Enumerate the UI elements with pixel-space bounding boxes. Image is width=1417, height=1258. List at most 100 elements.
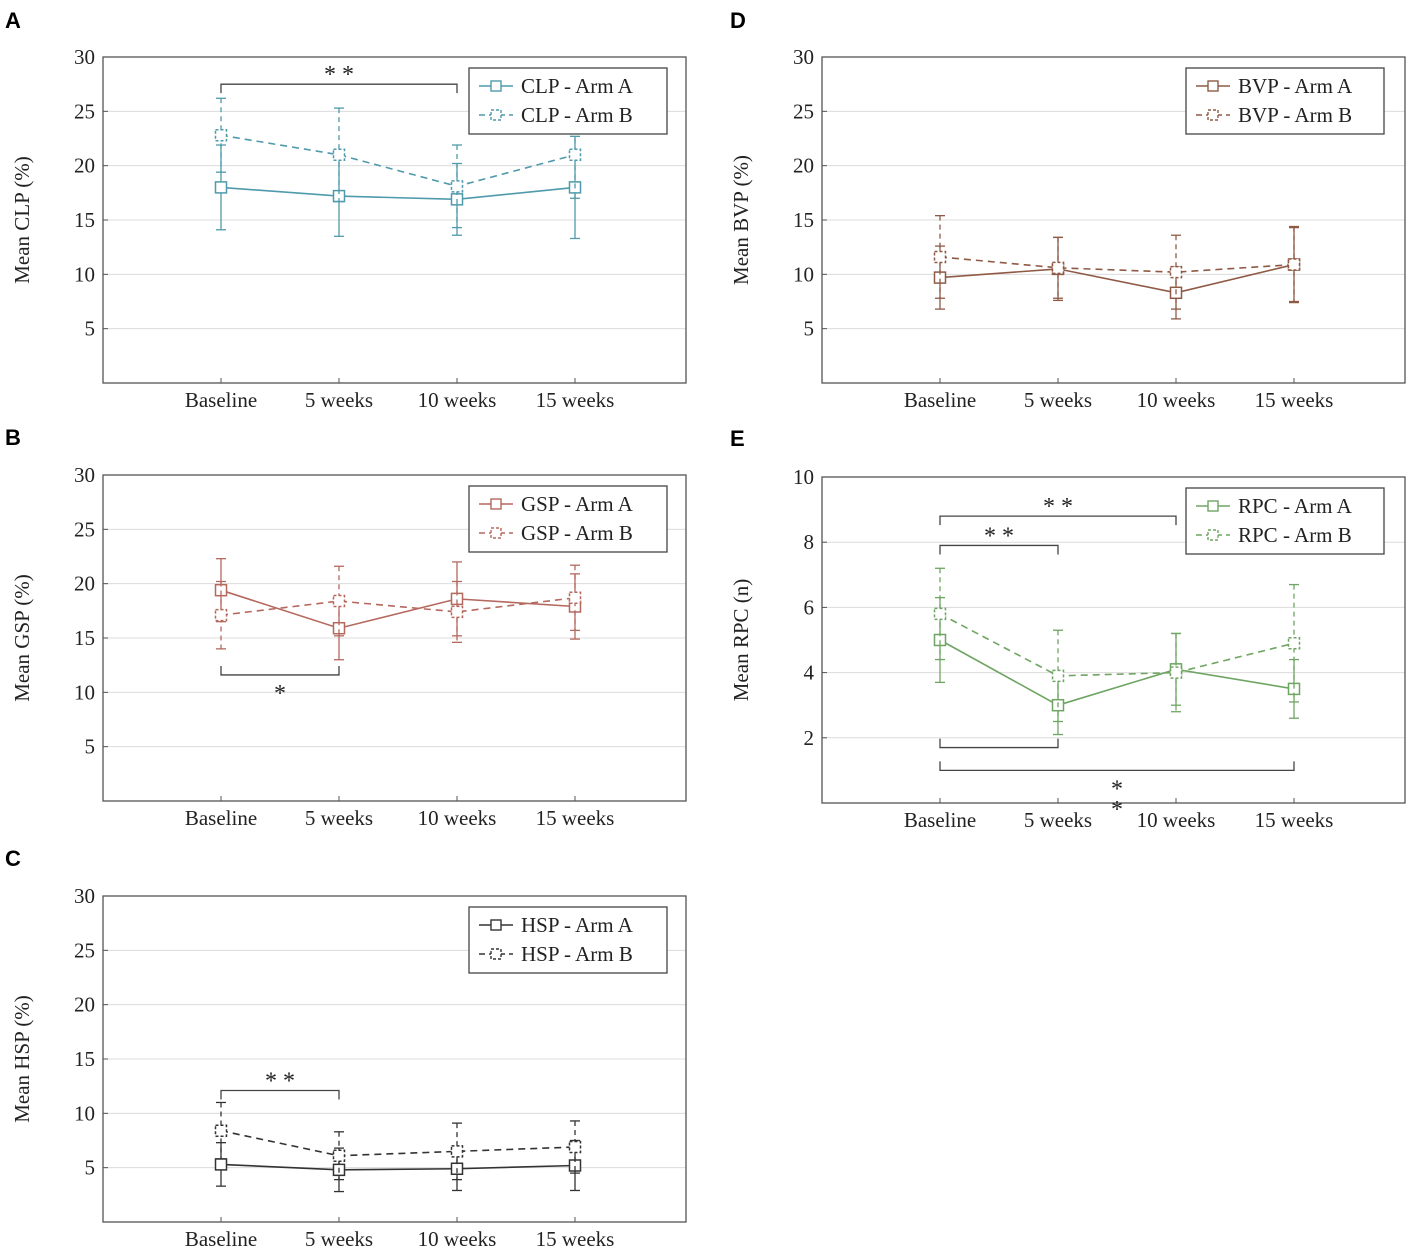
y-tick-label: 8 bbox=[804, 530, 815, 554]
panel-letter: C bbox=[5, 846, 21, 871]
bracket-line bbox=[939, 738, 1059, 749]
panel-b: B 5 10 15 20 25 30 Baseline 5 weeks 10 weeks 15 we… bbox=[5, 425, 687, 830]
y-tick-label: 25 bbox=[74, 99, 95, 123]
y-axis-label: Mean HSP (%) bbox=[10, 995, 34, 1123]
legend-marker bbox=[1207, 500, 1219, 512]
series-line bbox=[939, 613, 1295, 677]
x-tick-label: 15 weeks bbox=[536, 806, 615, 830]
legend-box bbox=[468, 485, 668, 553]
legend-marker bbox=[490, 527, 502, 539]
legend-label: GSP - Arm B bbox=[521, 521, 633, 545]
x-tick-label: 10 weeks bbox=[1137, 808, 1216, 832]
y-tick-label: 4 bbox=[804, 661, 815, 685]
legend-marker bbox=[490, 919, 502, 931]
legend-box bbox=[1185, 487, 1385, 555]
series-arm-b bbox=[214, 1101, 582, 1181]
series-line bbox=[939, 639, 1295, 707]
series-arm-a bbox=[933, 226, 1301, 320]
data-point bbox=[450, 605, 464, 619]
y-tick-label: 10 bbox=[793, 262, 814, 286]
bracket-line bbox=[939, 544, 1059, 555]
x-tick-label: 15 weeks bbox=[1255, 388, 1334, 412]
y-tick-label: 15 bbox=[793, 208, 814, 232]
data-point bbox=[214, 1158, 228, 1171]
y-tick-label: 5 bbox=[85, 1156, 96, 1180]
x-tick-label: 5 weeks bbox=[305, 806, 373, 830]
significance-label: * * bbox=[265, 1069, 295, 1095]
legend-marker bbox=[1207, 80, 1219, 92]
panel-d: D 5 10 15 20 25 30 Baseline 5 weeks 10 weeks 15 we… bbox=[729, 8, 1406, 412]
legend-label: HSP - Arm A bbox=[521, 913, 634, 937]
series-arm-a bbox=[933, 596, 1301, 736]
legend-label: BVP - Arm B bbox=[1238, 103, 1352, 127]
data-point bbox=[1287, 637, 1301, 650]
legend-box bbox=[468, 67, 668, 135]
legend-marker bbox=[490, 498, 502, 510]
y-tick-label: 10 bbox=[74, 262, 95, 286]
bracket-line bbox=[220, 83, 458, 94]
panel-c: C 5 10 15 20 25 30 Baseline 5 weeks 10 weeks 15 we… bbox=[5, 846, 687, 1251]
significance-label: * bbox=[274, 681, 286, 707]
bracket-line bbox=[939, 515, 1177, 526]
y-tick-label: 25 bbox=[74, 938, 95, 962]
y-tick-label: 5 bbox=[804, 317, 815, 341]
legend-marker bbox=[490, 109, 502, 121]
x-tick-label: 15 weeks bbox=[536, 388, 615, 412]
legend: CLP - Arm A CLP - Arm B bbox=[468, 67, 668, 135]
y-tick-label: 2 bbox=[804, 726, 815, 750]
x-tick-label: 10 weeks bbox=[418, 1227, 497, 1251]
series-arm-b bbox=[214, 564, 582, 650]
legend-label: HSP - Arm B bbox=[521, 942, 633, 966]
y-tick-label: 15 bbox=[74, 1047, 95, 1071]
legend: BVP - Arm A BVP - Arm B bbox=[1185, 67, 1385, 135]
y-tick-label: 30 bbox=[793, 45, 814, 69]
legend-label: CLP - Arm A bbox=[521, 74, 634, 98]
legend-marker bbox=[490, 948, 502, 960]
series-line bbox=[220, 589, 576, 630]
data-point bbox=[1169, 666, 1183, 679]
series-line bbox=[220, 134, 576, 188]
data-point bbox=[332, 594, 346, 608]
legend-box bbox=[468, 906, 668, 974]
significance-bracket bbox=[939, 738, 1059, 749]
y-tick-label: 30 bbox=[74, 463, 95, 487]
significance-label: * * bbox=[984, 523, 1014, 549]
data-point bbox=[214, 1124, 228, 1137]
x-tick-label: Baseline bbox=[185, 1227, 257, 1251]
significance-label: * bbox=[1111, 776, 1123, 802]
bracket-line bbox=[220, 1089, 340, 1100]
data-point bbox=[1051, 669, 1065, 683]
y-axis-label: Mean GSP (%) bbox=[10, 574, 34, 702]
data-point bbox=[1287, 258, 1301, 271]
plot-frame bbox=[821, 476, 1406, 804]
x-tick-label: 5 weeks bbox=[305, 388, 373, 412]
significance-bracket: * * bbox=[939, 523, 1059, 555]
series-arm-a bbox=[214, 1139, 582, 1193]
x-tick-label: Baseline bbox=[904, 388, 976, 412]
panel-letter: A bbox=[5, 8, 21, 33]
significance-bracket: * * bbox=[220, 62, 458, 94]
legend-marker bbox=[1207, 109, 1219, 121]
x-tick-label: 15 weeks bbox=[536, 1227, 615, 1251]
y-tick-label: 30 bbox=[74, 884, 95, 908]
data-point bbox=[1051, 261, 1065, 275]
y-tick-label: 15 bbox=[74, 208, 95, 232]
x-tick-label: 5 weeks bbox=[1024, 388, 1092, 412]
legend-box bbox=[1185, 67, 1385, 135]
panel-a: A 5 10 15 20 25 30 Baseline 5 weeks 10 weeks 15 we… bbox=[5, 8, 687, 412]
y-tick-label: 20 bbox=[74, 993, 95, 1017]
legend: RPC - Arm A RPC - Arm B bbox=[1185, 487, 1385, 555]
series-line bbox=[939, 263, 1295, 294]
significance-bracket: * bbox=[220, 665, 340, 707]
legend-label: RPC - Arm B bbox=[1238, 523, 1352, 547]
x-tick-label: Baseline bbox=[904, 808, 976, 832]
panel-letter: B bbox=[5, 425, 21, 450]
significance-label: * * bbox=[324, 62, 354, 88]
x-tick-label: Baseline bbox=[185, 806, 257, 830]
y-tick-label: 10 bbox=[74, 1101, 95, 1125]
series-line bbox=[220, 186, 576, 201]
legend-label: GSP - Arm A bbox=[521, 492, 634, 516]
panel-e: E 2 4 6 8 10 Baseline 5 weeks 10 weeks 15 weeks Me… bbox=[729, 426, 1406, 832]
panel-letter: E bbox=[730, 426, 745, 451]
